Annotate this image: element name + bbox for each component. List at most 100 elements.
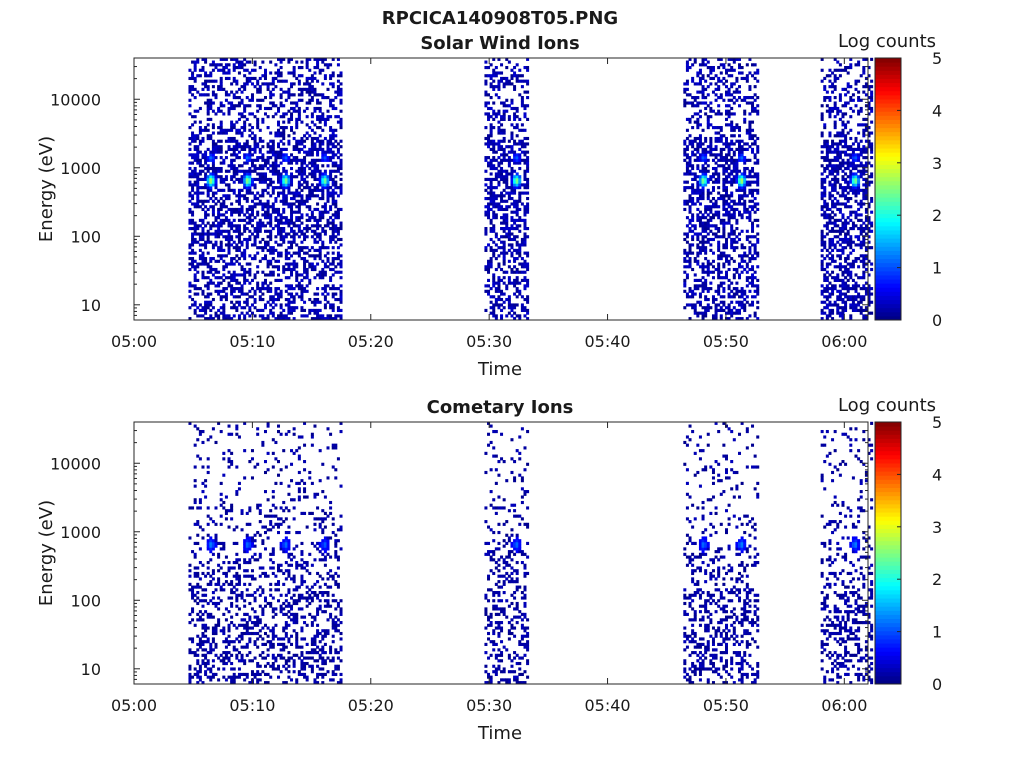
spectrogram-cell [282, 79, 286, 83]
spectrogram-cell [331, 273, 335, 277]
spectrogram-cell [196, 134, 200, 138]
spectrogram-cell [287, 284, 291, 288]
spectrogram-cell [248, 273, 252, 277]
spectrogram-cell [310, 246, 314, 250]
spectrogram-cell [336, 194, 340, 198]
spectrogram-cell [489, 257, 493, 261]
spectrogram-cell [250, 180, 254, 184]
spectrogram-cell [494, 196, 498, 201]
spectrogram-cell [844, 276, 848, 280]
spectrogram-cell [696, 311, 700, 315]
spectrogram-cell [318, 216, 322, 220]
spectrogram-cell [502, 153, 506, 157]
spectrogram-cell [277, 229, 281, 233]
spectrogram-cell [219, 177, 223, 182]
spectrogram-cell [691, 183, 695, 187]
spectrogram-cell [730, 243, 734, 247]
spectrogram-cell [696, 183, 700, 187]
spectrogram-cell [730, 257, 734, 261]
spectrogram-cell [261, 82, 265, 86]
spectrogram-cell [730, 161, 734, 165]
spectrogram-cell [497, 180, 501, 184]
spectrogram-cell [825, 295, 829, 299]
spectrogram-cell [711, 251, 715, 255]
spectrogram-cell [196, 150, 200, 154]
spectrogram-cell [489, 142, 493, 146]
spectrogram-cell [701, 216, 705, 220]
spectrogram-cell [253, 166, 257, 171]
spectrogram-cell [510, 227, 514, 231]
spectrogram-cell [227, 128, 231, 132]
spectrogram-cell [711, 213, 715, 217]
spectrogram-cell [295, 123, 299, 127]
spectrogram-cell [230, 213, 234, 217]
spectrogram-cell [336, 150, 340, 154]
spectrogram-cell [494, 257, 498, 261]
spectrogram-cell [209, 98, 213, 102]
spectrogram-cell [214, 112, 218, 116]
spectrogram-cell [217, 213, 221, 217]
spectrogram-cell [732, 175, 736, 179]
spectrogram-cell [515, 126, 519, 130]
spectrogram-cell [269, 60, 273, 64]
spectrogram-cell [305, 79, 309, 83]
spectrogram-cell [743, 172, 747, 176]
spectrogram-cell [240, 273, 244, 277]
spectrogram-cell [191, 259, 195, 263]
spectrogram-cell [253, 235, 257, 239]
spectrogram-cell [685, 117, 689, 121]
spectrogram-cell [336, 287, 340, 291]
spectrogram-cell [300, 240, 304, 244]
spectrogram-cell [526, 196, 530, 201]
spectrogram-cell [269, 139, 273, 143]
spectrogram-cell [292, 317, 296, 321]
spectrogram-cell [214, 224, 218, 228]
spectrogram-cell [696, 191, 700, 195]
spectrogram-cell [500, 158, 504, 162]
spectrogram-cell [336, 93, 340, 97]
spectrogram-cell [838, 311, 842, 315]
spectrogram-cell [836, 248, 840, 252]
spectrogram-cell [305, 227, 309, 231]
spectrogram-cell [719, 153, 723, 157]
spectrogram-cell [515, 243, 519, 247]
spectrogram-cell [841, 270, 845, 274]
spectrogram-cell [305, 90, 309, 94]
spectrogram-cell [518, 262, 522, 266]
spectrogram-cell [523, 177, 527, 182]
spectrogram-cell [211, 139, 215, 143]
spectrogram-cell [193, 251, 197, 255]
spectrogram-cell [211, 79, 215, 83]
spectrogram-cell [230, 126, 234, 130]
spectrogram-cell [756, 287, 760, 291]
spectrogram-cell [833, 57, 837, 61]
spectrogram-cell [279, 183, 283, 187]
spectrogram-cell [318, 235, 322, 239]
spectrogram-cell [719, 158, 723, 162]
spectrogram-cell [701, 237, 705, 242]
spectrogram-cell [756, 79, 760, 83]
spectrogram-cell [313, 166, 317, 171]
spectrogram-cell [825, 262, 829, 266]
spectrogram-cell [507, 243, 511, 247]
spectrogram-cell [290, 93, 294, 97]
spectrogram-cell [740, 172, 744, 176]
spectrogram-cell [204, 240, 208, 244]
spectrogram-cell [714, 74, 718, 78]
spectrogram-cell [849, 273, 853, 277]
spectrogram-cell [261, 180, 265, 184]
spectrogram-cell [339, 237, 343, 242]
spectrogram-cell [274, 297, 278, 302]
spectrogram-cell [820, 183, 824, 187]
spectrogram-cell [701, 142, 705, 146]
spectrogram-cell [235, 281, 239, 285]
spectrogram-cell [219, 188, 223, 192]
spectrogram-cell [336, 74, 340, 78]
spectrogram-cell [227, 194, 231, 198]
spectrogram-cell [248, 60, 252, 64]
spectrogram-cell [717, 126, 721, 130]
spectrogram-cell [841, 221, 845, 225]
spectrogram-cell [250, 303, 254, 307]
spectrogram-cell [266, 186, 270, 190]
spectrogram-cell [253, 289, 257, 293]
